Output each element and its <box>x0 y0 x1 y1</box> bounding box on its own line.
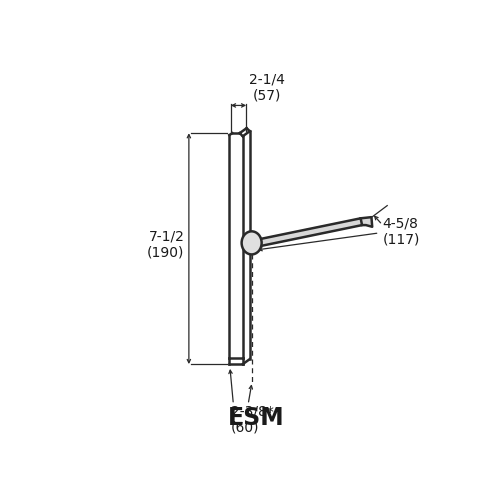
Text: 4-5/8
(117): 4-5/8 (117) <box>382 216 420 246</box>
Polygon shape <box>360 217 372 227</box>
Polygon shape <box>258 218 362 246</box>
Text: ESM: ESM <box>228 406 284 430</box>
Ellipse shape <box>242 232 262 254</box>
Text: 7-1/2
(190): 7-1/2 (190) <box>147 230 184 260</box>
Text: 2-3/8*
(60): 2-3/8* (60) <box>231 404 274 435</box>
Text: 2-1/4
(57): 2-1/4 (57) <box>250 72 286 102</box>
